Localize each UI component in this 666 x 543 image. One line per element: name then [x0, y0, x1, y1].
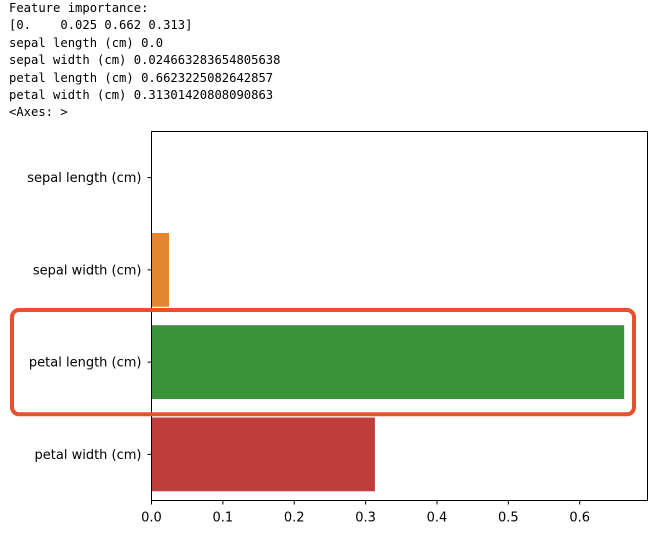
y-tick-label: sepal length (cm) — [27, 171, 141, 186]
console-output: Feature importance: [0. 0.025 0.662 0.313… — [9, 0, 281, 122]
x-tick-label: 0.3 — [355, 511, 376, 526]
highlight-box — [10, 308, 636, 417]
x-tick-label: 0.0 — [141, 511, 162, 526]
bar — [151, 325, 625, 400]
x-tick-label: 0.2 — [284, 511, 305, 526]
bar — [151, 232, 170, 307]
x-tick-label: 0.1 — [213, 511, 234, 526]
y-tick-label: sepal width (cm) — [33, 263, 142, 278]
x-tick-label: 0.6 — [569, 511, 590, 526]
x-tick-label: 0.4 — [427, 511, 448, 526]
bar — [151, 417, 375, 492]
console-line: petal length (cm) 0.6623225082642857 — [9, 70, 274, 85]
y-tick-label: petal width (cm) — [35, 448, 142, 463]
console-line: petal width (cm) 0.31301420808090863 — [9, 88, 274, 103]
console-line: [0. 0.025 0.662 0.313] — [9, 18, 193, 33]
console-line: sepal length (cm) 0.0 — [9, 35, 164, 50]
console-line: Feature importance: — [9, 1, 149, 15]
y-tick-label: petal length (cm) — [29, 356, 142, 371]
console-line: <Axes: > — [9, 105, 68, 120]
plot-frame — [151, 131, 648, 501]
console-line: sepal width (cm) 0.024663283654805638 — [9, 53, 281, 68]
x-tick-label: 0.5 — [498, 511, 519, 526]
